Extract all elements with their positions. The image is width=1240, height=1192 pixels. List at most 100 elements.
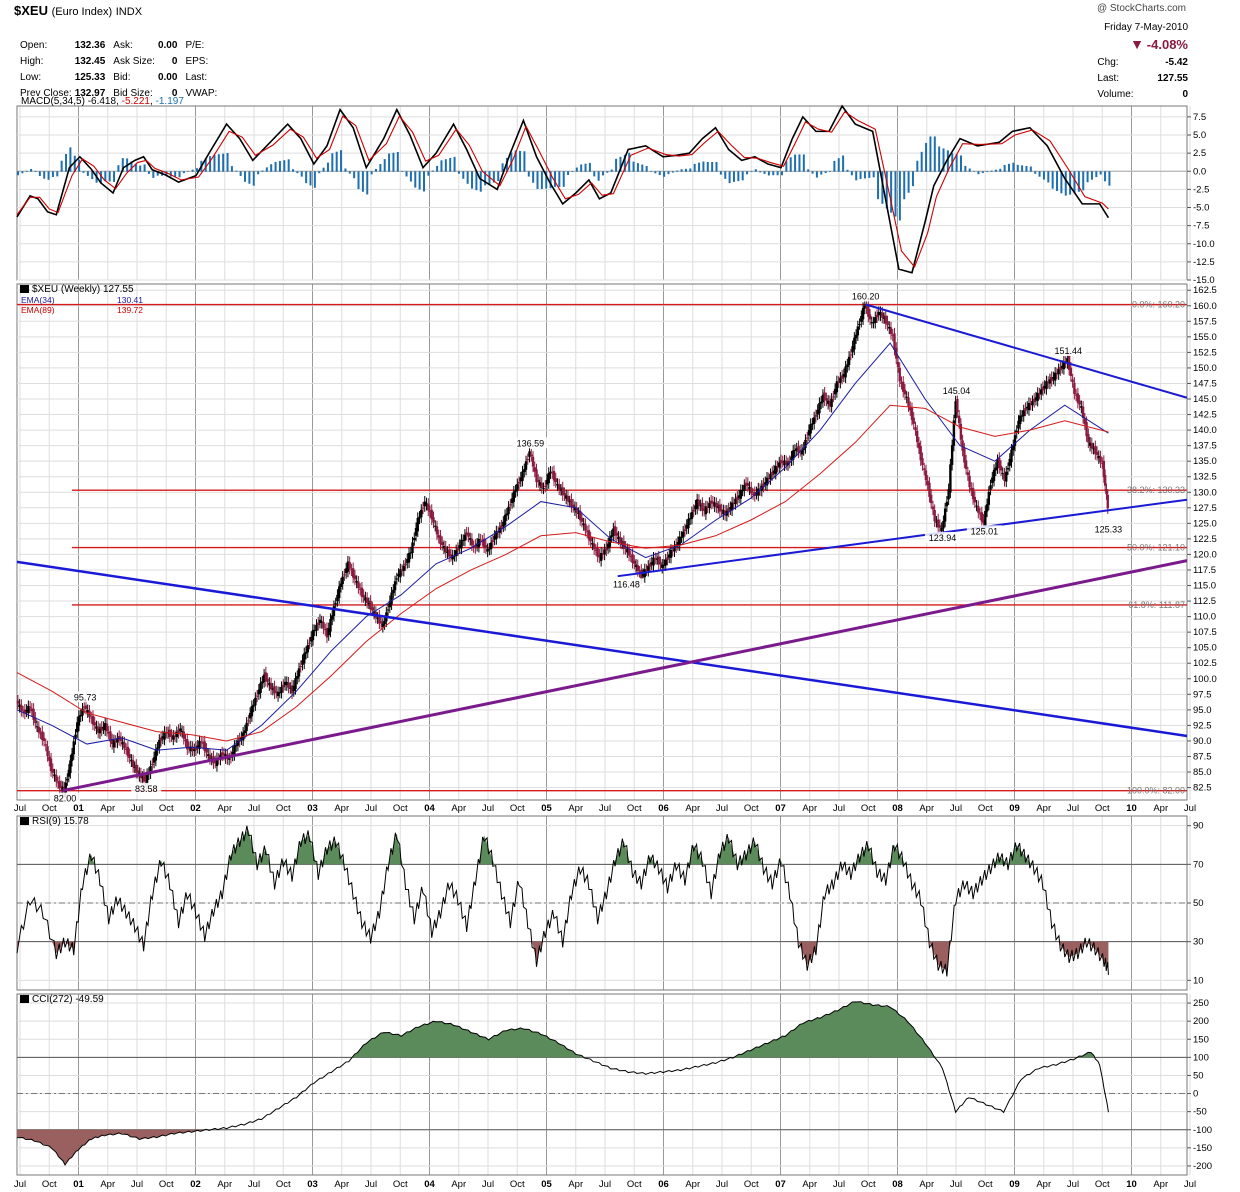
price-candle — [1085, 422, 1088, 437]
macd-histogram-bar — [829, 171, 832, 172]
index-name: (Euro Index) — [51, 6, 113, 18]
price-candle — [954, 401, 957, 419]
price-candle — [622, 540, 626, 549]
price-candle — [1081, 406, 1085, 419]
price-candle — [853, 337, 856, 350]
price-legend-title: $XEU (Weekly) 127.55 — [32, 284, 134, 295]
price-candle — [664, 559, 667, 566]
trendline — [617, 498, 1188, 578]
price-candle — [736, 496, 739, 500]
macd-histogram-bar — [584, 163, 587, 172]
fib-label: 38.2%: 130.33 — [1127, 485, 1185, 495]
price-candle — [1073, 382, 1076, 394]
macd-histogram-bar — [794, 154, 797, 172]
price-candle — [781, 461, 784, 463]
macd-histogram-bar — [619, 156, 622, 172]
price-candle — [624, 546, 627, 549]
macd-histogram-bar — [1038, 171, 1041, 177]
macd-histogram-bar — [501, 163, 504, 172]
price-candle — [332, 606, 336, 616]
price-candle — [750, 487, 753, 494]
price-candle — [1106, 494, 1109, 509]
price-candle — [987, 491, 990, 505]
price-candle — [247, 720, 250, 722]
macd-histogram-bar — [21, 171, 24, 174]
price-candle — [35, 726, 39, 728]
price-candle — [282, 684, 285, 688]
price-candle — [783, 460, 786, 466]
x-tick-label: Oct — [42, 1179, 57, 1190]
price-candle — [867, 306, 870, 317]
price-candle — [619, 537, 622, 544]
quote-row: Open: 132.36 Ask: 0.00 P/E: — [20, 38, 228, 54]
price-candle — [175, 732, 178, 738]
macd-histogram-bar — [615, 158, 618, 172]
price-candle — [688, 518, 692, 520]
price-candle — [238, 738, 241, 742]
price-candle — [151, 763, 154, 765]
macd-histogram-bar — [846, 169, 849, 172]
macd-histogram-bar — [357, 171, 360, 190]
price-candle — [103, 723, 107, 731]
price-annotation: 145.04 — [943, 386, 971, 396]
price-candle — [821, 394, 825, 403]
macd-histogram-bar — [91, 171, 94, 180]
price-candle — [311, 629, 315, 641]
price-candle — [528, 451, 531, 457]
price-candle — [156, 747, 159, 751]
price-candle — [336, 594, 339, 602]
price-candle — [629, 556, 633, 558]
price-candle — [818, 402, 821, 414]
quote-label: Low: — [20, 72, 42, 83]
price-candle — [779, 460, 783, 464]
macd-histogram-bar — [388, 153, 391, 172]
price-candle — [1071, 379, 1074, 383]
price-candle — [105, 723, 109, 732]
price-candle — [337, 586, 341, 599]
price-candle — [107, 731, 110, 734]
price-candle — [687, 518, 690, 529]
macd-histogram-bar — [850, 171, 853, 176]
x-tick-label: Oct — [159, 1179, 174, 1190]
quote-value: 132.36 — [74, 40, 106, 51]
x-tick-label: Apr — [100, 803, 115, 814]
macd-histogram-bar — [894, 171, 897, 217]
macd-signal-line — [16, 111, 1109, 269]
price-candle — [947, 489, 950, 500]
price-candle — [910, 408, 914, 420]
macd-histogram-bar — [898, 171, 901, 221]
price-candle — [93, 722, 96, 726]
price-candle — [102, 726, 105, 729]
price-candle — [1015, 430, 1018, 433]
x-tick-label: Apr — [1153, 1179, 1168, 1190]
price-candle — [521, 471, 524, 481]
price-candle — [1010, 449, 1013, 463]
macd-histogram-bar — [663, 171, 666, 177]
price-candle — [809, 423, 812, 434]
macd-histogram-bar — [1064, 171, 1067, 196]
x-tick-label: Oct — [744, 1179, 759, 1190]
price-candle — [524, 461, 528, 470]
macd-histogram-bar — [505, 157, 508, 172]
price-candle — [299, 666, 302, 668]
x-tick-label: Oct — [276, 803, 291, 814]
macd-histogram-bar — [732, 171, 735, 182]
cci-tick-label: 0 — [1193, 1089, 1198, 1100]
price-candle — [523, 469, 526, 472]
macd-histogram-bar — [51, 171, 54, 177]
price-candle — [266, 678, 269, 682]
macd-histogram-bar — [946, 150, 949, 172]
price-candle — [764, 482, 767, 485]
price-candle — [702, 508, 706, 511]
macd-histogram-bar — [1073, 171, 1076, 194]
macd-histogram-bar — [855, 171, 858, 181]
price-candle — [482, 538, 486, 548]
macd-histogram-bar — [545, 171, 548, 189]
price-candle — [1099, 456, 1102, 463]
price-candle — [318, 619, 322, 623]
price-candle — [1088, 442, 1092, 446]
price-tick-label: 117.5 — [1193, 565, 1216, 576]
price-candle — [846, 364, 849, 368]
price-candle — [657, 556, 660, 565]
price-candle — [30, 708, 34, 712]
